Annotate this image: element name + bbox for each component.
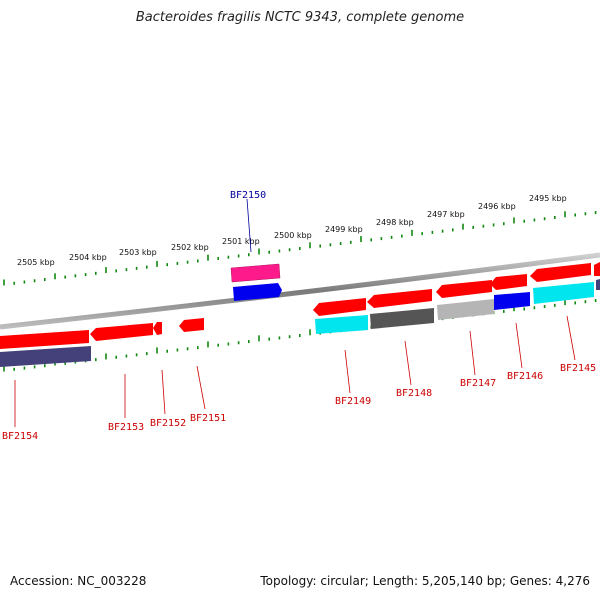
cds-arrow-bf2153[interactable]: [90, 323, 153, 341]
upper-scale-track: [3, 211, 597, 286]
gene-label-bf2151[interactable]: BF2151: [190, 413, 226, 424]
cds-arrow-bf2150: [233, 283, 282, 301]
gene-label-bf2153[interactable]: BF2153: [108, 422, 144, 433]
cds-arrow-bf2151[interactable]: [179, 318, 204, 332]
cds-arrow-bf2152[interactable]: [153, 322, 162, 335]
cds-arrow-bf2147[interactable]: [436, 280, 494, 320]
map-title: Bacteroides fragilis NCTC 9343, complete…: [135, 10, 465, 25]
scale-label-2504: 2504 kbp: [69, 253, 107, 262]
gene-label-bf2150[interactable]: BF2150: [230, 190, 266, 201]
genome-backbone: [0, 252, 600, 330]
genome-summary-text: Topology: circular; Length: 5,205,140 bp…: [260, 574, 590, 588]
gene-label-bf2154[interactable]: BF2154: [2, 431, 38, 442]
scale-label-2499: 2499 kbp: [325, 225, 363, 234]
scale-label-2497: 2497 kbp: [427, 210, 465, 219]
scale-label-2498: 2498 kbp: [376, 218, 414, 227]
scale-label-2500: 2500 kbp: [274, 231, 312, 240]
gene-label-bf2148[interactable]: BF2148: [396, 388, 432, 399]
scale-label-2496: 2496 kbp: [478, 202, 516, 211]
gene-label-bf2147[interactable]: BF2147: [460, 378, 496, 389]
label-leader-lines: [14, 198, 576, 427]
cds-arrow-bf2146[interactable]: [490, 274, 530, 310]
cds-arrow-bf2154[interactable]: [0, 330, 91, 367]
gene-bf2150[interactable]: [230, 263, 282, 301]
gene-label-bf2145[interactable]: BF2145: [560, 363, 596, 374]
cds-arrow-bf2145[interactable]: [530, 262, 600, 304]
cds-arrow-bf2149[interactable]: [313, 298, 368, 334]
scale-label-2501: 2501 kbp: [222, 237, 260, 246]
gene-label-bf2146[interactable]: BF2146: [507, 371, 543, 382]
gene-label-bf2149[interactable]: BF2149: [335, 396, 371, 407]
scale-label-2503: 2503 kbp: [119, 248, 157, 257]
scale-label-2502: 2502 kbp: [171, 243, 209, 252]
accession-text: Accession: NC_003228: [10, 574, 147, 588]
product-bar-magenta: [230, 263, 281, 283]
scale-labels: 2505 kbp 2504 kbp 2503 kbp 2502 kbp 2501…: [17, 194, 567, 267]
gene-label-bf2152[interactable]: BF2152: [150, 418, 186, 429]
scale-label-2505: 2505 kbp: [17, 258, 55, 267]
cds-arrow-bf2148[interactable]: [367, 289, 434, 329]
scale-label-2495: 2495 kbp: [529, 194, 567, 203]
